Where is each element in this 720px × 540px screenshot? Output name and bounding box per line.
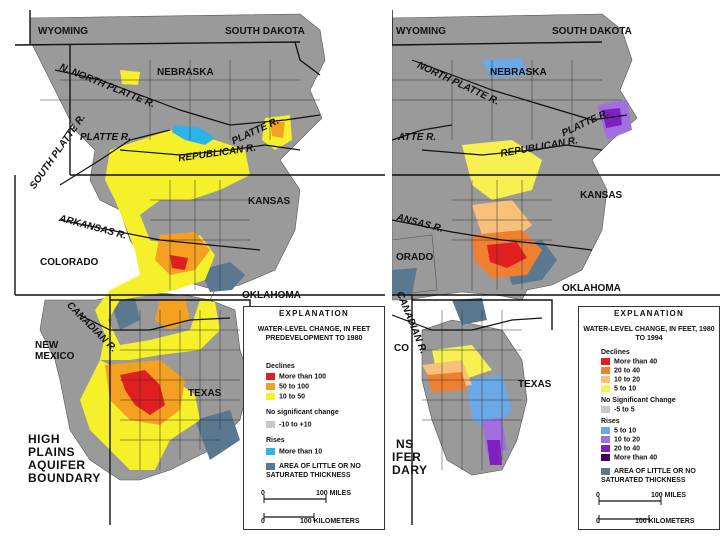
right-rises-5-10 <box>467 58 527 430</box>
state-label-kansas: KANSAS <box>580 190 623 201</box>
left-county-grid <box>40 60 320 470</box>
legend-item-area: AREA OF LITTLE OR NO SATURATED THICKNESS <box>601 467 696 484</box>
state-label-colorado: ORADO <box>396 252 434 263</box>
legend-rises-head: Rises <box>266 437 285 444</box>
legend-item-rise-3: 20 to 40 <box>601 445 640 452</box>
swatch-purple <box>601 445 610 452</box>
scale-miles-zero: 0 <box>596 492 600 499</box>
scale-km-label: 100 KILOMETERS <box>300 518 360 525</box>
legend-item-rise-2: 10 to 20 <box>601 436 640 443</box>
legend-item-decline-1: More than 100 <box>266 373 326 380</box>
legend-subtitle: WATER-LEVEL CHANGE, IN FEET PREDEVELOPME… <box>257 326 371 342</box>
aquifer-boundary-label-line-4: BOUNDARY <box>28 471 101 485</box>
aquifer-boundary-label-line-2: IFER <box>392 450 422 464</box>
river-label-platte-west: ATTE R. <box>398 132 437 143</box>
state-label-south-dakota: SOUTH DAKOTA <box>552 26 632 37</box>
legend-item-area: AREA OF LITTLE OR NO SATURATED THICKNESS <box>266 462 361 479</box>
legend-item-no-change: -5 to 5 <box>601 406 635 413</box>
legend-no-change-head: No significant change <box>266 409 339 416</box>
state-label-colorado: COLORADO <box>40 257 99 268</box>
legend-item-decline-3: 10 to 50 <box>266 393 305 400</box>
swatch-orange <box>601 367 610 374</box>
state-label-new-mexico: CO <box>394 343 409 354</box>
legend-right: EXPLANATION WATER-LEVEL CHANGE, IN FEET,… <box>578 306 720 530</box>
left-rivers <box>54 69 321 331</box>
swatch-yellow <box>601 385 610 392</box>
river-label-platte: PLATTE R. <box>80 132 131 143</box>
left-map-graphic <box>14 10 385 525</box>
map-1980-to-1994: WYOMING SOUTH DAKOTA NEBRASKA KANSAS ORA… <box>392 0 720 540</box>
scale-miles-label: 100 MILES <box>651 492 687 499</box>
legend-item-decline-2: 50 to 100 <box>266 383 309 390</box>
legend-item-rise-1: 5 to 10 <box>601 427 636 434</box>
swatch-cyan <box>266 448 275 455</box>
legend-scale-bar <box>598 497 662 523</box>
legend-item-decline-2: 20 to 40 <box>601 367 640 374</box>
aquifer-boundary-label-line-1: NS <box>396 437 414 451</box>
aquifer-boundary-label-line-2: PLAINS <box>28 445 76 459</box>
state-label-oklahoma: OKLAHOMA <box>242 290 301 301</box>
legend-item-rise-4: More than 40 <box>601 454 657 461</box>
state-label-oklahoma: OKLAHOMA <box>562 283 621 294</box>
swatch-blue <box>601 427 610 434</box>
left-decline-over-100 <box>120 255 188 415</box>
legend-rises-head: Rises <box>601 418 620 425</box>
swatch-yellow <box>266 393 275 400</box>
scale-km-label: 100 KILOMETERS <box>635 518 695 525</box>
right-map-graphic <box>392 10 720 525</box>
state-label-wyoming: WYOMING <box>38 26 88 37</box>
legend-declines-head: Declines <box>266 363 295 370</box>
aquifer-boundary-label-line-1: HIGH <box>28 432 60 446</box>
swatch-orange <box>266 383 275 390</box>
swatch-slate <box>266 462 275 470</box>
legend-item-no-change: -10 to +10 <box>266 421 312 428</box>
legend-title: EXPLANATION <box>614 309 684 318</box>
right-rivers <box>392 59 628 331</box>
state-label-nebraska: NEBRASKA <box>157 67 214 78</box>
aquifer-boundary-label-line-3: AQUIFER <box>28 458 86 472</box>
state-label-nebraska: NEBRASKA <box>490 67 547 78</box>
legend-left: EXPLANATION WATER-LEVEL CHANGE, IN FEET … <box>243 306 385 530</box>
aquifer-boundary-label-line-3: DARY <box>392 463 428 477</box>
left-state-borders <box>14 10 385 525</box>
scale-miles-zero: 0 <box>261 490 265 497</box>
swatch-red <box>601 358 610 365</box>
state-label-texas: TEXAS <box>188 388 222 399</box>
swatch-slate <box>601 467 610 475</box>
swatch-light-gray <box>601 406 610 413</box>
right-rises-20-40 <box>487 108 622 465</box>
scale-km-zero: 0 <box>596 518 600 525</box>
legend-item-decline-3: 10 to 20 <box>601 376 640 383</box>
left-rises-over-10 <box>172 125 215 145</box>
swatch-light-gray <box>266 421 275 428</box>
map-predevelopment-to-1980: WYOMING SOUTH DAKOTA NEBRASKA KANSAS COL… <box>14 10 385 530</box>
swatch-red <box>266 373 275 380</box>
left-no-saturated-area <box>110 262 245 460</box>
state-label-wyoming: WYOMING <box>396 26 446 37</box>
legend-item-rises: More than 10 <box>266 448 322 455</box>
state-label-kansas: KANSAS <box>248 196 291 207</box>
legend-no-change-head: No Significant Change <box>601 397 676 404</box>
legend-item-decline-4: 5 to 10 <box>601 385 636 392</box>
swatch-light-orange <box>601 376 610 383</box>
legend-title: EXPLANATION <box>279 309 349 318</box>
state-label-texas: TEXAS <box>518 379 552 390</box>
state-label-south-dakota: SOUTH DAKOTA <box>225 26 305 37</box>
legend-subtitle: WATER-LEVEL CHANGE, IN FEET, 1980 TO 199… <box>583 326 715 342</box>
legend-declines-head: Declines <box>601 349 630 356</box>
legend-item-decline-1: More than 40 <box>601 358 657 365</box>
right-state-borders <box>392 10 720 525</box>
state-label-new-mexico: NEW MEXICO <box>35 340 75 362</box>
scale-km-zero: 0 <box>261 518 265 525</box>
scale-miles-label: 100 MILES <box>316 490 352 497</box>
legend-scale-bar <box>263 495 327 521</box>
swatch-violet <box>601 436 610 443</box>
swatch-dark-purple <box>601 454 610 461</box>
